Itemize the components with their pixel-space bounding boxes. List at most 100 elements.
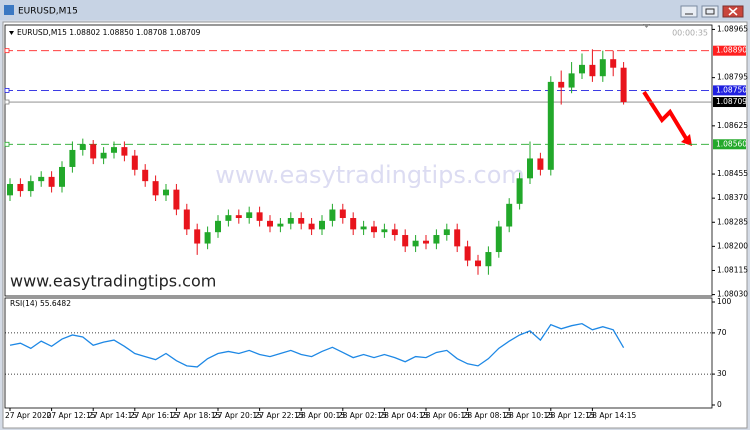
rsi-title: RSI(14) 55.6482: [10, 299, 71, 308]
level-label-box: [713, 85, 746, 96]
x-tick-label: 28 Apr 08:15: [463, 411, 512, 420]
candle-body: [464, 246, 471, 261]
candle-body: [131, 155, 138, 170]
x-tick-label: 28 Apr 10:15: [504, 411, 553, 420]
y-tick-label: 1.08795: [717, 73, 748, 82]
candle-body: [537, 158, 544, 170]
candle-body: [339, 209, 346, 219]
x-tick-label: 27 Apr 16:15: [130, 411, 179, 420]
close-glyph: [728, 7, 738, 16]
candle-body: [516, 178, 523, 204]
candle-body: [121, 147, 128, 156]
candle-body: [235, 215, 242, 219]
candle-body: [319, 220, 325, 230]
candle-body: [142, 169, 149, 182]
shift-marker: [643, 24, 650, 28]
candle-body: [495, 226, 502, 253]
chart-header: EURUSD,M15 1.08802 1.08850 1.08708 1.087…: [17, 28, 201, 37]
candle-body: [287, 218, 294, 224]
x-tick-label: 28 Apr 14:15: [587, 411, 636, 420]
candle-body: [38, 176, 45, 182]
x-tick-label: 27 Apr 2020: [5, 411, 52, 420]
bar-timer: 00:00:35: [672, 29, 708, 38]
candle-body: [402, 235, 409, 247]
candle-body: [17, 183, 24, 192]
candle-body: [360, 226, 367, 230]
candle-body: [475, 260, 481, 267]
candle-body: [485, 252, 492, 267]
candle-body: [256, 212, 263, 221]
x-tick-label: 28 Apr 00:15: [296, 411, 345, 420]
x-tick-label: 27 Apr 14:15: [88, 411, 137, 420]
level-marker: [4, 48, 10, 54]
candle-body: [267, 220, 273, 227]
candle-body: [620, 67, 627, 103]
candle-body: [90, 144, 97, 159]
candle-body: [506, 203, 513, 227]
minimize-button[interactable]: [680, 5, 698, 18]
candle-body: [308, 223, 315, 230]
candle-body: [329, 209, 336, 221]
x-tick-label: 28 Apr 12:15: [546, 411, 595, 420]
y-tick-label: 1.08030: [717, 290, 748, 299]
x-tick-label: 28 Apr 04:15: [379, 411, 428, 420]
x-tick-label: 28 Apr 02:15: [338, 411, 387, 420]
candle-body: [27, 181, 34, 192]
x-tick-label: 27 Apr 12:15: [47, 411, 96, 420]
candle-body: [610, 59, 617, 68]
candle-body: [391, 229, 398, 236]
level-marker: [4, 141, 10, 147]
y-tick-label: 100: [717, 297, 732, 306]
candle-body: [433, 235, 440, 244]
candle-body: [371, 226, 377, 233]
candle-body: [48, 176, 55, 187]
candle-body: [69, 149, 76, 167]
level-label: 1.08709: [716, 97, 747, 106]
y-tick-label: 30: [717, 369, 727, 378]
level-label-box: [713, 45, 746, 56]
y-tick-label: 1.08625: [717, 121, 748, 130]
watermark: www.easytradingtips.com: [215, 161, 525, 189]
candle-body: [568, 73, 575, 88]
candle-body: [111, 147, 117, 153]
candle-body: [215, 220, 221, 233]
candle-body: [225, 215, 232, 221]
candle-body: [589, 64, 596, 77]
candle-body: [246, 212, 253, 219]
candle-body: [547, 81, 554, 170]
y-tick-label: 1.08455: [717, 169, 748, 178]
level-label-box: [713, 139, 746, 150]
candle-body: [558, 81, 565, 88]
candle-body: [173, 189, 180, 210]
x-tick-label: 27 Apr 20:15: [213, 411, 262, 420]
y-tick-label: 70: [717, 328, 727, 337]
chart-area: [2, 21, 748, 429]
candle-body: [599, 59, 606, 77]
x-tick-label: 27 Apr 22:15: [255, 411, 304, 420]
y-tick-label: 1.08370: [717, 193, 748, 202]
candle-body: [527, 158, 533, 179]
candle-body: [579, 64, 585, 74]
title-bar: [0, 0, 750, 20]
candle-body: [298, 218, 305, 224]
candle-body: [152, 181, 159, 196]
watermark-url: www.easytradingtips.com: [10, 272, 216, 291]
level-label-box: [713, 97, 746, 108]
y-tick-label: 0: [717, 400, 722, 409]
x-tick-label: 28 Apr 06:15: [421, 411, 470, 420]
y-tick-label: 1.08115: [717, 265, 748, 274]
y-tick-label: 1.08285: [717, 217, 748, 226]
candle-body: [350, 218, 357, 230]
rsi-line: [9, 322, 625, 368]
header-triangle: [9, 31, 14, 35]
candle-body: [100, 152, 107, 159]
candle-body: [204, 232, 211, 244]
level-marker: [4, 87, 10, 93]
level-label: 1.08890: [716, 46, 747, 55]
window-buttons[interactable]: [680, 5, 744, 18]
maximize-button[interactable]: [701, 5, 719, 18]
y-tick-label: 1.08965: [717, 24, 748, 33]
candle-body: [443, 229, 450, 236]
candle-body: [7, 183, 13, 196]
x-tick-label: 27 Apr 18:15: [171, 411, 220, 420]
